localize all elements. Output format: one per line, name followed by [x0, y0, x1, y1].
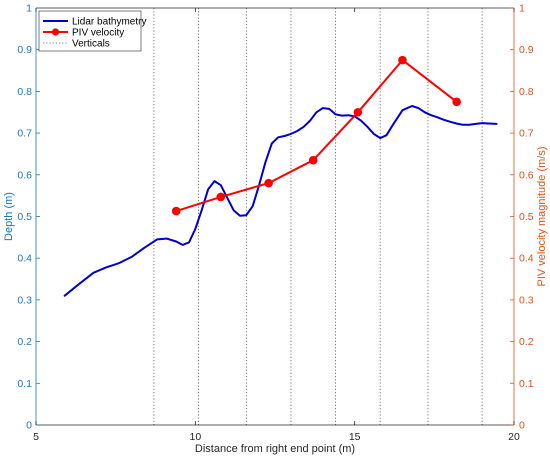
y-left-tick-label-0-4: 0.4	[17, 253, 32, 265]
y-right-tick-label-1: 1	[519, 3, 525, 15]
ticks-layer: 5 10 15 2000.10.20.30.40.50.60.70.80.9100.1…	[17, 3, 533, 444]
legend-label-verticals: Verticals	[72, 39, 110, 50]
y-right-tick-label-0-4: 0.4	[519, 253, 534, 265]
piv-velocity-point-2	[216, 192, 226, 202]
y-left-tick-label-1: 1	[26, 3, 32, 15]
piv-velocity-point-7	[452, 97, 461, 107]
y-axis-right-label: PIV velocity magnitude (m/s)	[536, 147, 548, 287]
y-right-tick-label-0-6: 0.6	[519, 169, 534, 181]
y-left-tick-label-0-9: 0.9	[17, 44, 32, 56]
y-right-tick-label-0: 0	[519, 420, 525, 432]
y-left-tick-label-0-7: 0.7	[17, 128, 32, 140]
y-left-tick-label-0-5: 0.5	[17, 211, 32, 223]
y-right-tick-label-0-3: 0.3	[519, 294, 534, 306]
x-tick-label-5: 5	[33, 431, 39, 443]
legend-marker-piv-velocity	[51, 28, 60, 36]
piv-velocity-point-5	[353, 107, 363, 117]
piv-velocity-point-6	[398, 55, 407, 65]
series-line-lidar-bathymetry	[63, 105, 498, 297]
x-axis-label: Distance from right end point (m)	[195, 443, 355, 455]
series-layer	[63, 55, 498, 297]
y-right-tick-label-0-9: 0.9	[519, 44, 534, 56]
y-right-tick-label-0-2: 0.2	[519, 336, 534, 348]
legend-label-piv-velocity: PIV velocity	[72, 28, 124, 39]
y-left-tick-label-0-8: 0.8	[17, 86, 32, 98]
y-right-tick-label-0-1: 0.1	[519, 378, 534, 390]
y-axis-left-label: Depth (m)	[3, 192, 15, 241]
y-right-tick-label-0-7: 0.7	[519, 128, 534, 140]
piv-velocity-point-1	[171, 206, 181, 216]
y-left-tick-label-0-2: 0.2	[17, 336, 32, 348]
y-left-tick-label-0-1: 0.1	[17, 378, 32, 390]
y-left-tick-label-0-3: 0.3	[17, 294, 32, 306]
x-tick-label-15: 15	[349, 431, 361, 443]
y-right-tick-label-0-5: 0.5	[519, 211, 534, 223]
plot-area	[36, 8, 514, 425]
legend: Lidar bathymetry PIV velocity Verticals	[38, 10, 146, 52]
y-left-tick-label-0: 0	[26, 420, 32, 432]
legend-label-lidar-bathymetry: Lidar bathymetry	[72, 17, 146, 28]
piv-velocity-point-4	[308, 155, 318, 165]
x-tick-label-20: 20	[508, 431, 520, 443]
y-right-tick-label-0-8: 0.8	[519, 86, 534, 98]
y-left-tick-label-0-6: 0.6	[17, 169, 32, 181]
piv-velocity-point-3	[264, 178, 273, 188]
x-tick-label-10: 10	[189, 431, 201, 443]
